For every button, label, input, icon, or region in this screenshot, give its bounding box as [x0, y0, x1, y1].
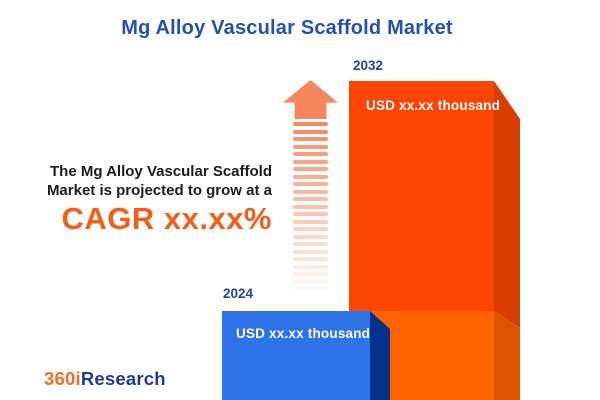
- annotation-line-2: Market is projected to grow at a: [46, 182, 272, 199]
- growth-arrow-dash: [293, 182, 328, 186]
- cagr-value: CAGR xx.xx%: [61, 201, 272, 236]
- bar-2024-year-label: 2024: [223, 286, 254, 301]
- growth-arrow-dash: [293, 197, 328, 201]
- bar-2024-front: [222, 311, 370, 400]
- bar-2032-side-lower: [494, 311, 520, 400]
- growth-arrow-dash: [293, 167, 328, 171]
- growth-arrow-dash: [293, 219, 328, 224]
- growth-arrow-dashes: [293, 122, 328, 295]
- growth-arrow-dash: [293, 204, 328, 209]
- growth-arrow-dash: [293, 212, 328, 216]
- growth-arrow-dash: [293, 264, 328, 269]
- growth-arrow-dash: [293, 272, 328, 276]
- growth-arrow-dash: [293, 242, 328, 246]
- growth-arrow-dash: [293, 152, 328, 156]
- bar-2032-side-upper: [494, 81, 520, 328]
- growth-arrow-dash: [293, 144, 328, 149]
- brand-logo-part2: Research: [80, 368, 166, 389]
- growth-arrow-dash: [293, 287, 328, 291]
- annotation-line-1: The Mg Alloy Vascular Scaffold: [50, 163, 272, 180]
- growth-arrow-dash: [293, 122, 328, 126]
- growth-arrow-icon: [283, 80, 338, 119]
- bar-2032-year-label: 2032: [353, 58, 384, 73]
- brand-logo: 360iResearch: [44, 368, 166, 390]
- growth-arrow-dash: [293, 129, 328, 134]
- bar-2032-front-upper: [349, 81, 494, 311]
- annotation-text: The Mg Alloy Vascular Scaffold Market is…: [12, 162, 272, 200]
- growth-arrow-dash: [293, 227, 328, 231]
- bar-2024-value-label: USD xx.xx thousand: [236, 326, 371, 341]
- bar-2032-value-label: USD xx.xx thousand: [366, 98, 501, 113]
- growth-arrow-dash: [293, 174, 328, 179]
- page-title: Mg Alloy Vascular Scaffold Market: [121, 17, 453, 39]
- growth-arrow-dash: [293, 159, 328, 164]
- growth-arrow-dash: [293, 257, 328, 261]
- growth-arrow-dash: [293, 137, 328, 141]
- growth-arrow-dash: [293, 249, 328, 254]
- bar-2024-side: [370, 311, 390, 400]
- growth-arrow-dash: [293, 279, 328, 284]
- growth-arrow-dash: [293, 234, 328, 239]
- brand-logo-part1: 360i: [44, 368, 81, 389]
- growth-arrow-dash: [293, 189, 328, 194]
